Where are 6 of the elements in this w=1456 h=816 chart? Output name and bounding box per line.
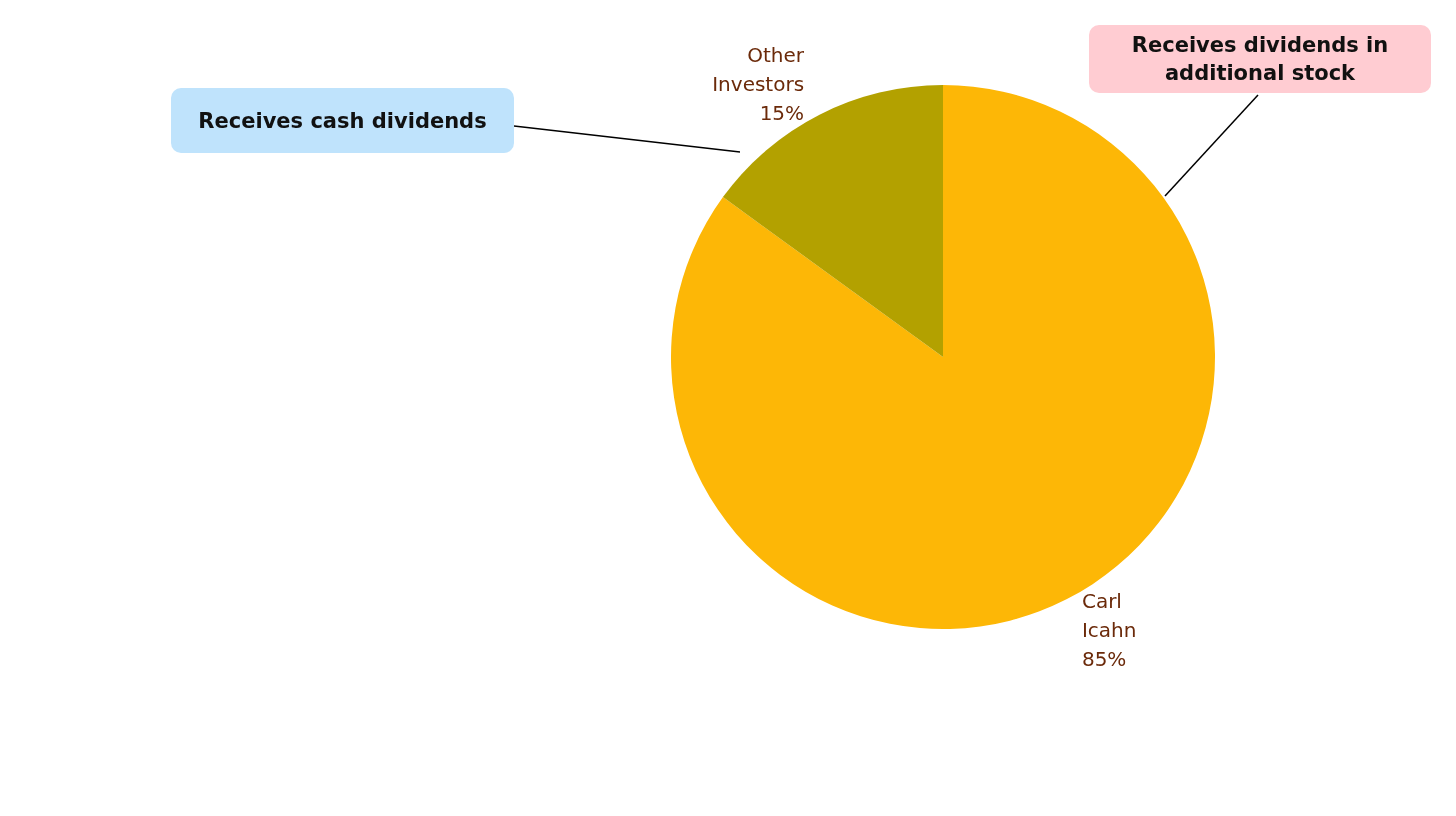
data-label: 85% bbox=[1081, 646, 1127, 671]
data-label: 15% bbox=[759, 101, 805, 126]
slice-label: Other Investors bbox=[712, 43, 805, 97]
text: Receives cash dividends bbox=[198, 108, 487, 133]
slice-label: Carl Icahn bbox=[1081, 588, 1137, 642]
text: Receives dividends in additional stock bbox=[1131, 33, 1389, 85]
